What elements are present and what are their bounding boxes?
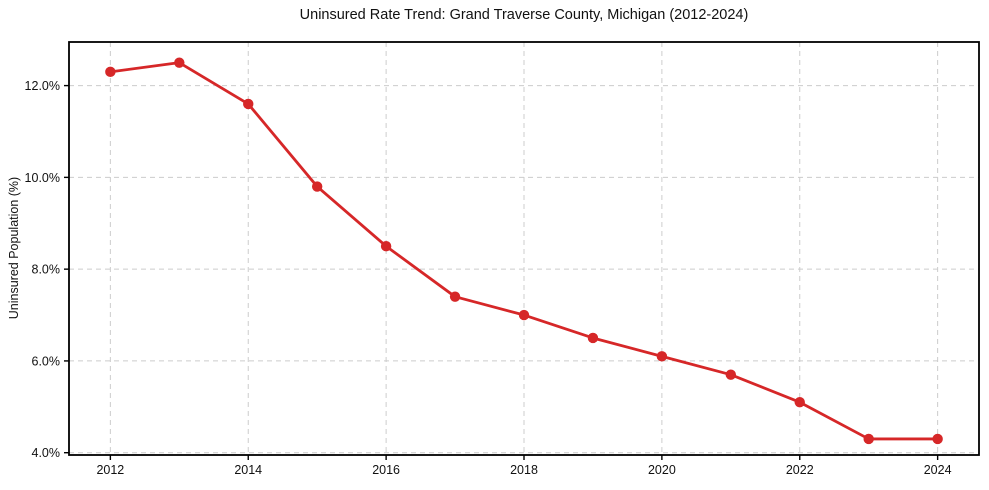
data-point [449, 291, 461, 302]
data-point [932, 433, 943, 445]
y-tick-label: 12.0% [25, 79, 60, 93]
x-tick-label: 2016 [372, 463, 400, 477]
x-tick-label: 2022 [786, 463, 814, 477]
data-point [105, 66, 116, 78]
data-point [243, 98, 254, 110]
x-tick-label: 2014 [234, 463, 262, 477]
y-tick-label: 4.0% [32, 446, 61, 460]
data-point [587, 332, 599, 344]
data-point [656, 351, 668, 362]
x-tick-label: 2018 [510, 463, 538, 477]
y-tick-label: 10.0% [25, 171, 60, 185]
x-tick-label: 2020 [648, 463, 676, 477]
x-tick-label: 2024 [924, 463, 952, 477]
data-point [518, 309, 530, 321]
chart-title: Uninsured Rate Trend: Grand Traverse Cou… [299, 7, 749, 23]
x-tick-label: 2012 [96, 463, 124, 477]
data-point [863, 433, 874, 445]
data-point [725, 369, 737, 380]
y-tick-label: 6.0% [32, 354, 61, 368]
data-point [311, 181, 323, 192]
data-point [380, 241, 392, 252]
data-point [794, 397, 805, 408]
data-point [174, 57, 185, 68]
y-tick-label: 8.0% [32, 263, 61, 277]
